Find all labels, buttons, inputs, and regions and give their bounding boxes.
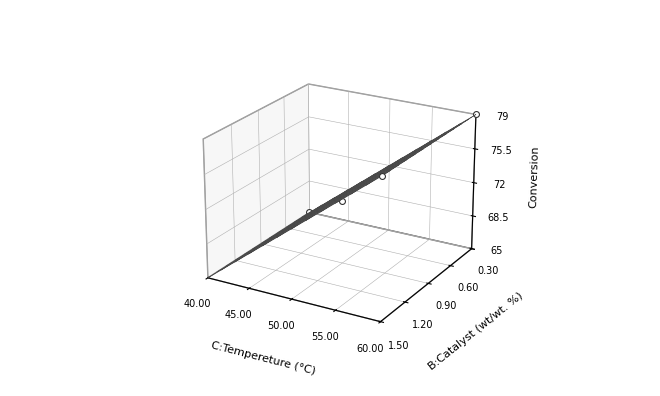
- Y-axis label: B:Catalyst (wt/wt. %): B:Catalyst (wt/wt. %): [426, 291, 525, 372]
- X-axis label: C:Tempereture (°C): C:Tempereture (°C): [210, 340, 316, 376]
